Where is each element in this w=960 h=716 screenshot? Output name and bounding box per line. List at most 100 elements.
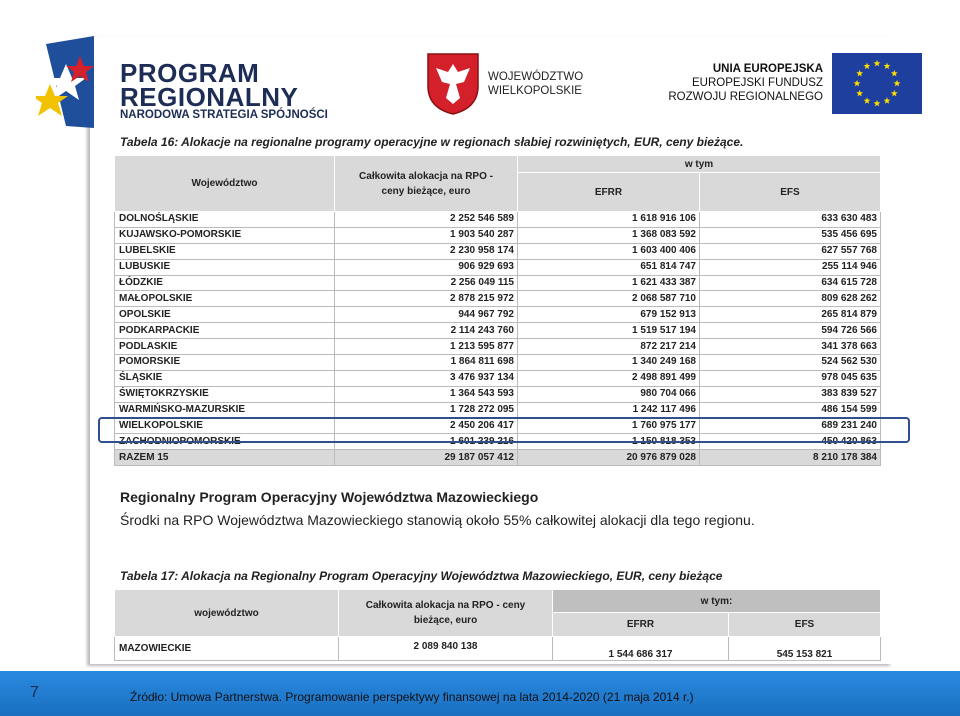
number-cell: 1 618 916 106 [517,211,700,228]
eu-star [856,69,864,77]
number-cell: 1 603 400 406 [517,242,700,260]
column-header: EFS [727,612,882,637]
number-cell: 1 364 543 593 [334,385,518,403]
table-caption: Tabela 17: Alokacja na Regionalny Progra… [120,569,723,583]
name-cell: PODLASKIE [114,338,335,356]
name-cell: LUBUSKIE [114,258,335,276]
number-cell: 29 187 057 412 [334,449,518,467]
logo-text: PROGRAM [120,58,260,88]
eu-star [873,59,881,67]
number-cell: 3 476 937 134 [334,369,518,387]
table-row: LUBUSKIE 906 929 693 651 814 747 255 114 94… [114,258,881,276]
number-cell: 1 213 595 877 [334,338,518,356]
eu-star [890,69,898,77]
column-header: województwo [114,589,339,637]
logo-text: WIELKOPOLSKIE [488,85,582,97]
number-cell: 20 976 879 028 [517,449,700,467]
number-cell: 535 456 695 [699,226,881,244]
name-cell: KUJAWSKO-POMORSKIE [114,226,335,244]
number-cell: 980 704 066 [517,385,700,403]
row-highlight [98,417,910,443]
name-cell: DOLNOŚLĄSKIE [114,211,335,228]
table-row: WARMIŃSKO-MAZURSKIE 1 728 272 095 1 242 11… [114,401,881,419]
name-cell: MAŁOPOLSKIE [114,290,335,308]
number-cell: 2 230 958 174 [334,242,518,260]
number-cell: 2 114 243 760 [334,322,518,340]
number-cell: 594 726 566 [699,322,881,340]
column-header: w tym: [551,589,882,613]
eu-star [853,79,861,87]
column-header: Województwo [114,155,335,212]
number-cell: 383 839 527 [699,385,881,403]
number-cell: 2 252 546 589 [334,211,518,228]
table-row: MAZOWIECKIE 2 089 840 138 1 544 686 317 545… [114,636,882,661]
column-header: EFRR [552,612,729,637]
number-cell: 634 615 728 [699,274,881,292]
table-caption: Tabela 16: Alokacje na regionalne progra… [120,135,744,149]
logo-text: REGIONALNY [120,82,299,112]
eu-star [883,97,891,104]
table-row: ŁÓDZKIE 2 256 049 115 1 621 433 387 634 615… [114,274,881,292]
number-cell: 1 368 083 592 [517,226,700,244]
name-cell: RAZEM 15 [114,449,335,467]
logo-text: WOJEWÓDZTWO [488,71,584,83]
number-cell: 8 210 178 384 [699,449,881,467]
number-cell: 2 089 840 138 [338,636,553,661]
table-row: WIELKOPOLSKIE 2 450 206 417 1 760 975 177 6… [114,417,881,435]
number-cell: 2 878 215 972 [334,290,518,308]
logo-text: NARODOWA STRATEGIA SPÓJNOŚCI [120,109,328,121]
number-cell: 524 562 530 [699,354,881,371]
number-cell: 341 378 663 [699,338,881,356]
region-crest [427,53,479,115]
number-cell: 633 630 483 [699,211,881,228]
name-cell: MAZOWIECKIE [114,636,339,661]
number-cell: 809 628 262 [699,290,881,308]
number-cell: 872 217 214 [517,338,700,356]
table-row: PODKARPACKIE 2 114 243 760 1 519 517 194 59… [114,322,881,340]
column-header: EFS [699,172,881,212]
footer-bar [0,671,960,716]
number-cell: 1 544 686 317 [552,636,729,661]
column-header: Całkowita alokacja na RPO - ceny bieżące… [338,589,553,637]
number-cell: 906 929 693 [334,258,518,276]
column-header: Całkowita alokacja na RPO - ceny bieżące… [334,155,518,212]
eu-star [890,89,898,97]
number-cell: 944 967 792 [334,306,518,324]
logo-text: ROZWOJU REGIONALNEGO [668,91,823,103]
table-row: POMORSKIE 1 864 811 698 1 340 249 168 524 5… [114,354,881,371]
number-cell: 545 153 821 [727,636,882,661]
number-cell: 1 864 811 698 [334,354,518,371]
number-cell: 255 114 946 [699,258,881,276]
number-cell: 486 154 599 [699,401,881,419]
name-cell: OPOLSKIE [114,306,335,324]
number-cell: 1 621 433 387 [517,274,700,292]
number-cell: 978 045 635 [699,369,881,387]
table-row: KUJAWSKO-POMORSKIE 1 903 540 287 1 368 083… [114,226,881,244]
eu-star [863,97,871,104]
number-cell: 1 728 272 095 [334,401,518,419]
name-cell: WARMIŃSKO-MAZURSKIE [114,401,335,419]
logo-text: UNIA EUROPEJSKA [712,63,823,75]
number-cell: 651 814 747 [517,258,700,276]
number-cell: 1 903 540 287 [334,226,518,244]
table-row: PODLASKIE 1 213 595 877 872 217 214 341 378… [114,338,881,356]
number-cell: 1 519 517 194 [517,322,700,340]
number-cell: 1 242 117 496 [517,401,700,419]
number-cell: 265 814 879 [699,306,881,324]
section-text: Środki na RPO Województwa Mazowieckiego … [120,512,755,528]
table-row: RAZEM 15 29 187 057 412 20 976 879 028 8 21… [114,449,881,467]
table-row: ŚLĄSKIE 3 476 937 134 2 498 891 499 978 045… [114,369,881,387]
number-cell: 2 068 587 710 [517,290,700,308]
mazowieckie-table: województwo Całkowita alokacja na RPO - c… [114,589,882,661]
table-row: LUBELSKIE 2 230 958 174 1 603 400 406 627 5… [114,242,881,260]
table-row: OPOLSKIE 944 967 792 679 152 913 265 814 87… [114,306,881,324]
column-header: w tym [517,155,881,173]
number-cell: 2 256 049 115 [334,274,518,292]
program-logo-icon [36,36,94,128]
eu-star [883,62,891,70]
eu-star [873,99,881,107]
number-cell: 2 498 891 499 [517,369,700,387]
table-row: ŚWIĘTOKRZYSKIE 1 364 543 593 980 704 066 38… [114,385,881,403]
eu-star [863,62,871,70]
